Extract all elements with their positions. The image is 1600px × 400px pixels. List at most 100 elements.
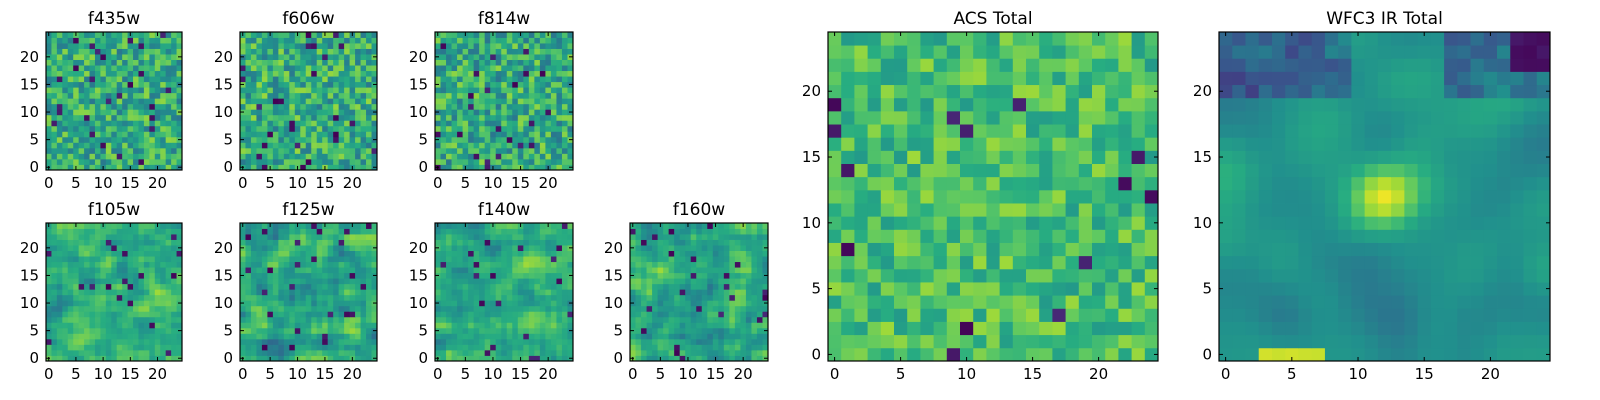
- heatmap-cell: [78, 327, 85, 334]
- y-tick-label: 15: [20, 75, 39, 93]
- heatmap-cell: [740, 245, 747, 251]
- heatmap-cell: [333, 98, 340, 105]
- heatmap-cell: [349, 349, 356, 356]
- heatmap-cell: [360, 103, 367, 110]
- heatmap-cell: [512, 109, 519, 116]
- heatmap-cell: [84, 109, 90, 116]
- heatmap-cell: [344, 147, 350, 154]
- heatmap-cell: [138, 54, 145, 60]
- heatmap-cell: [67, 349, 74, 356]
- heatmap-cell: [495, 333, 502, 340]
- heatmap-cell: [133, 311, 139, 318]
- heatmap-cell: [371, 338, 378, 345]
- heatmap-cell: [67, 147, 74, 154]
- heatmap-cell: [289, 267, 296, 274]
- heatmap-cell: [51, 322, 58, 329]
- heatmap-cell: [105, 311, 112, 318]
- heatmap-cell: [490, 92, 497, 99]
- heatmap-cell: [517, 98, 524, 105]
- heatmap-cell: [56, 48, 63, 55]
- heatmap-cell: [349, 37, 356, 44]
- heatmap-cell: [545, 54, 552, 60]
- heatmap-cell: [756, 305, 763, 312]
- heatmap-cell: [674, 234, 681, 240]
- heatmap-cell: [517, 239, 524, 246]
- heatmap-cell: [305, 283, 312, 290]
- heatmap-cell: [349, 234, 356, 240]
- heatmap-cell: [344, 37, 350, 44]
- heatmap-cell: [143, 289, 150, 296]
- y-tick-label: 5: [418, 131, 428, 149]
- heatmap-cell: [289, 37, 296, 44]
- heatmap-cell: [84, 344, 90, 351]
- heatmap-cell: [635, 327, 642, 334]
- heatmap-cell: [51, 136, 58, 143]
- heatmap-cell: [89, 87, 96, 94]
- heatmap-cell: [534, 250, 541, 257]
- heatmap-cell: [484, 322, 491, 329]
- heatmap-cell: [1131, 203, 1146, 217]
- heatmap-cell: [283, 272, 290, 279]
- heatmap-cell: [245, 234, 252, 240]
- heatmap-cell: [473, 283, 480, 290]
- heatmap-cell: [245, 311, 252, 318]
- heatmap-cell: [1065, 255, 1080, 270]
- heatmap-cell: [479, 278, 486, 285]
- heatmap-cell: [355, 87, 361, 94]
- heatmap-cell: [657, 311, 664, 318]
- heatmap-cell: [451, 294, 458, 301]
- heatmap-cell: [267, 48, 274, 55]
- heatmap-cell: [256, 300, 263, 307]
- heatmap-cell: [1012, 255, 1027, 270]
- heatmap-cell: [457, 349, 463, 356]
- heatmap-cell: [446, 223, 452, 229]
- heatmap-cell: [89, 125, 96, 132]
- heatmap-cell: [473, 136, 480, 143]
- heatmap-cell: [316, 87, 323, 94]
- heatmap-cell: [545, 344, 552, 351]
- heatmap-cell: [138, 158, 145, 165]
- heatmap-cell: [523, 70, 530, 77]
- heatmap-cell: [685, 234, 692, 240]
- heatmap-cell: [127, 65, 134, 72]
- heatmap-cell: [828, 189, 842, 204]
- heatmap-cell: [495, 147, 502, 154]
- heatmap-cell: [311, 333, 318, 340]
- heatmap-cell: [712, 261, 719, 268]
- x-tick-label: 0: [238, 174, 248, 192]
- heatmap-cell: [517, 228, 524, 235]
- heatmap-cell: [512, 125, 519, 132]
- heatmap-cell: [867, 334, 882, 349]
- heatmap-cell: [495, 294, 502, 301]
- heatmap-cell: [652, 289, 658, 296]
- heatmap-cell: [116, 234, 123, 240]
- heatmap-cell: [272, 305, 279, 312]
- heatmap-cell: [457, 234, 463, 240]
- heatmap-cell: [73, 81, 80, 88]
- heatmap-cell: [171, 125, 177, 132]
- heatmap-cell: [171, 355, 177, 362]
- heatmap-cell: [652, 322, 658, 329]
- heatmap-cell: [305, 120, 312, 127]
- heatmap-cell: [333, 125, 340, 132]
- heatmap-cell: [322, 316, 329, 323]
- heatmap-cell: [261, 344, 268, 351]
- heatmap-cell: [154, 283, 161, 290]
- heatmap-cell: [256, 70, 263, 77]
- heatmap-cell: [89, 294, 96, 301]
- heatmap-cell: [311, 142, 318, 149]
- heatmap-cell: [701, 261, 708, 268]
- heatmap-cell: [127, 142, 134, 149]
- heatmap-cell: [355, 153, 361, 160]
- heatmap-cell: [534, 103, 541, 110]
- heatmap-cell: [154, 147, 161, 154]
- heatmap-cell: [712, 228, 719, 235]
- heatmap-cell: [165, 305, 172, 312]
- heatmap-cell: [338, 305, 345, 312]
- heatmap-cell: [245, 338, 252, 345]
- heatmap-cell: [484, 289, 491, 296]
- y-tick-label: 5: [223, 322, 233, 340]
- x-tick-label: 15: [315, 174, 334, 192]
- heatmap-cell: [250, 70, 257, 77]
- heatmap-cell: [89, 278, 96, 285]
